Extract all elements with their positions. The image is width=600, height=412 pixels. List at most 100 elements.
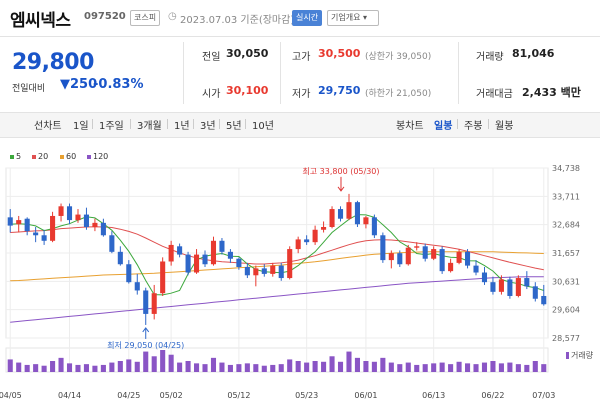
volume-bar	[337, 361, 344, 372]
candle-body	[151, 293, 157, 314]
candle-body	[532, 286, 538, 299]
tab-weekly[interactable]: 주봉	[464, 121, 483, 132]
divider	[219, 119, 220, 129]
price-change-pct: -0.83%	[93, 77, 144, 92]
candle-body	[270, 265, 276, 274]
divider	[458, 42, 459, 104]
volume-bar	[134, 361, 140, 372]
candle-body	[371, 217, 377, 236]
volume-axis-label: 거래량	[566, 350, 593, 361]
candle-body	[227, 251, 233, 259]
tab-1w[interactable]: 1주일	[99, 121, 124, 132]
realtime-button[interactable]: 실시간	[292, 10, 323, 26]
volume-bar	[194, 363, 200, 372]
volume-bar	[92, 365, 98, 372]
high-arrow-head	[337, 186, 345, 192]
candle-body	[515, 278, 521, 296]
candle-body	[524, 278, 530, 287]
volume-bar	[473, 364, 479, 372]
volume-bar	[41, 365, 47, 372]
volume-bar	[295, 361, 301, 372]
legend-swatch	[87, 154, 91, 159]
prev-compare-label: 전일대비	[12, 84, 46, 94]
stock-name: 엠씨넥스	[10, 11, 71, 31]
candle-body	[473, 265, 479, 273]
divider	[130, 119, 131, 129]
volume-bar	[270, 364, 276, 372]
ma120-line	[10, 276, 544, 323]
y-tick-label: 30,631	[552, 277, 580, 286]
volume-bar	[329, 356, 335, 372]
volume-bar	[100, 364, 106, 372]
legend-swatch	[10, 154, 14, 159]
stock-header: 엠씨넥스 097520 코스피 ◷ 2023.07.03 기준(장마감) 실시간…	[0, 0, 600, 36]
volume-bar	[160, 350, 166, 372]
volume-bar	[7, 359, 13, 372]
legend-label: 20	[38, 152, 49, 161]
volume-bar	[439, 362, 445, 372]
candle-body	[278, 265, 284, 279]
x-tick-label: 06/13	[422, 391, 445, 400]
candle-body	[117, 251, 123, 265]
candle-body	[100, 222, 106, 236]
volume-bar	[363, 361, 369, 372]
candle-body	[160, 261, 166, 294]
volume-bar	[244, 363, 250, 372]
tab-1y[interactable]: 1년	[174, 121, 190, 132]
amount-value: 2,433 백만	[522, 86, 581, 99]
volume-bar	[380, 357, 386, 372]
y-tick-label: 31,657	[552, 249, 580, 258]
volume-bar	[448, 364, 454, 372]
volume-bar	[388, 362, 394, 372]
volume-bar	[185, 361, 191, 372]
company-info-dropdown[interactable]: 기업개요 ▾	[327, 10, 379, 26]
divider	[457, 119, 458, 129]
prev-close-label: 전일	[202, 52, 221, 63]
volume-bar	[24, 364, 30, 372]
divider	[193, 119, 194, 129]
volume-bar	[66, 363, 73, 372]
candle-body	[143, 290, 149, 314]
y-tick-label: 32,684	[552, 221, 580, 230]
volume-swatch	[566, 352, 569, 359]
candle-body	[354, 202, 360, 225]
volume-bar	[481, 362, 488, 372]
divider	[167, 119, 168, 129]
candle-body	[481, 272, 488, 283]
low-label: 저가	[292, 89, 311, 100]
candle-body	[109, 235, 115, 252]
y-tick-label: 34,738	[552, 164, 580, 173]
tab-1d[interactable]: 1일	[73, 121, 89, 132]
divider	[183, 42, 184, 104]
volume-bar	[117, 361, 123, 372]
volume-bar	[524, 364, 530, 372]
legend-ma120: 120	[87, 152, 108, 161]
current-price: 29,800	[12, 50, 94, 75]
tab-3m[interactable]: 3개월	[137, 121, 162, 132]
clock-icon: ◷	[168, 11, 177, 22]
candle-body	[177, 246, 183, 255]
tab-daily[interactable]: 일봉	[434, 121, 453, 132]
candle-body	[405, 247, 411, 265]
candle-body	[346, 202, 352, 219]
volume-bar	[278, 364, 284, 372]
lower-limit: (하한가 21,050)	[365, 89, 432, 99]
volume-bar	[465, 363, 471, 372]
candle-body	[541, 295, 547, 305]
volume-bar	[532, 361, 538, 372]
x-tick-label: 05/12	[227, 391, 250, 400]
candle-body	[16, 220, 22, 225]
ma60-line	[10, 251, 544, 282]
candle-body	[253, 268, 259, 276]
tab-monthly[interactable]: 월봉	[495, 121, 514, 132]
tab-5y[interactable]: 5년	[226, 121, 242, 132]
volume-bar	[397, 364, 403, 372]
divider	[245, 119, 246, 129]
candle-body	[134, 282, 140, 291]
upper-limit: (상한가 39,050)	[365, 52, 432, 62]
divider	[280, 42, 281, 104]
tab-3y[interactable]: 3년	[200, 121, 216, 132]
tab-10y[interactable]: 10년	[252, 121, 274, 132]
volume-bar	[177, 362, 183, 372]
